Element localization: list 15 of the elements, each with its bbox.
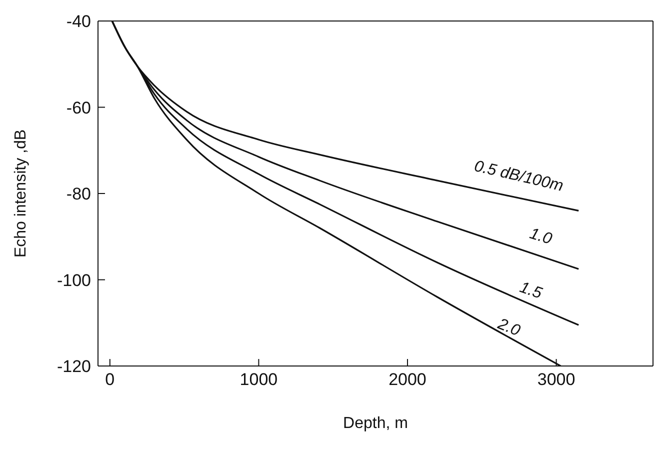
text: 1.0 xyxy=(528,225,554,248)
y-axis-title: Echo intensity ,dB xyxy=(12,129,30,258)
y-tick-label: -100 xyxy=(56,270,91,290)
x-tick-label: 2000 xyxy=(388,370,426,390)
y-tick-label: -120 xyxy=(56,357,91,376)
text: 0.5 dB/100m xyxy=(472,158,565,195)
text: 1.5 xyxy=(517,279,544,302)
y-tick-label: -80 xyxy=(66,184,91,204)
x-tick-label: 0 xyxy=(105,370,115,390)
y-tick-label: -40 xyxy=(66,12,91,32)
x-tick-label: 1000 xyxy=(240,370,278,390)
y-tick-label: -60 xyxy=(66,98,91,118)
text: 2.0 xyxy=(494,315,522,340)
x-tick-label: 3000 xyxy=(537,370,576,390)
x-axis-title: Depth, m xyxy=(343,415,408,432)
